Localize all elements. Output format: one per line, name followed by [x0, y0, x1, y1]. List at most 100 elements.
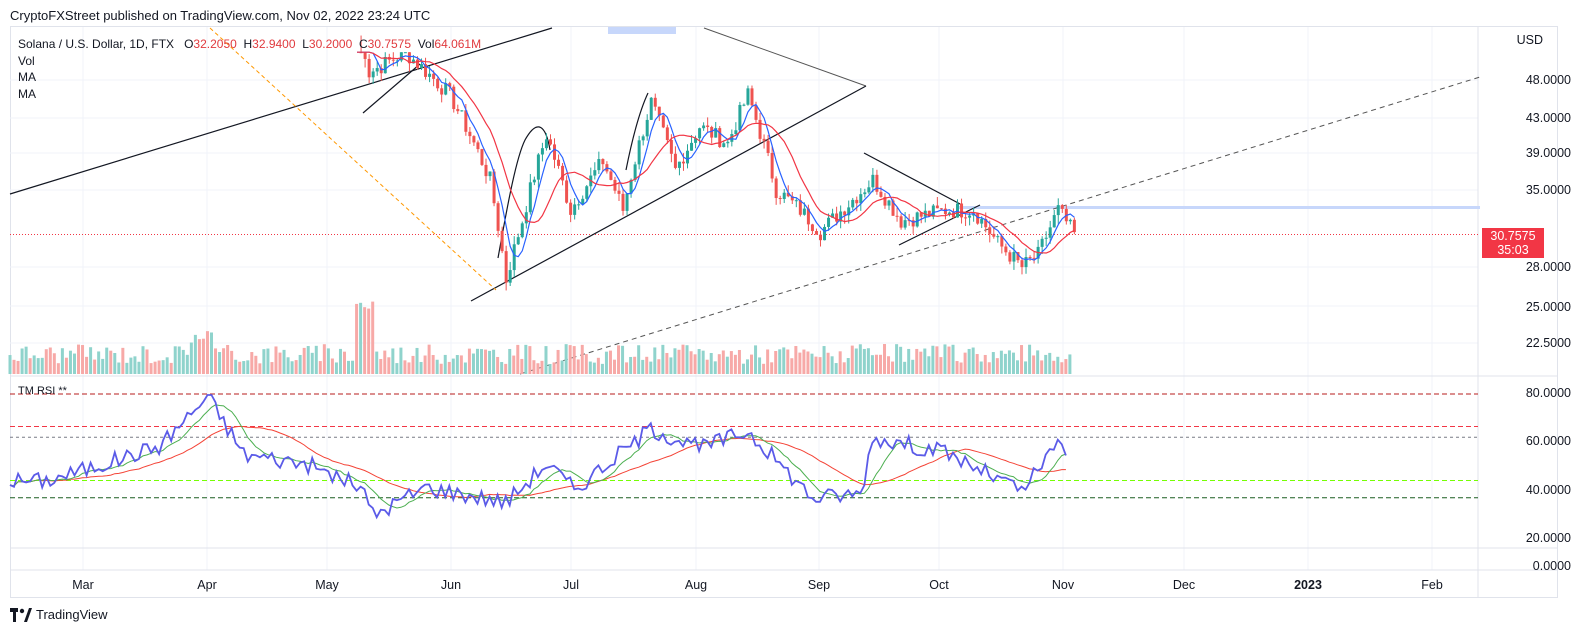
- volume-bar: [226, 344, 230, 374]
- volume-bar: [145, 349, 149, 374]
- volume-bar: [802, 349, 806, 374]
- candle-body: [548, 139, 552, 145]
- candle-body: [758, 119, 762, 139]
- volume-bar: [133, 356, 137, 374]
- candle-body: [947, 212, 951, 215]
- volume-bar: [548, 363, 552, 374]
- candle-body: [1040, 238, 1044, 247]
- volume-bar: [238, 361, 242, 374]
- volume-bar: [447, 361, 451, 374]
- candle-body: [395, 60, 399, 62]
- candle-body: [440, 88, 444, 95]
- volume-bar: [157, 360, 161, 374]
- candle-body: [976, 213, 980, 224]
- volume-bar: [258, 363, 262, 374]
- volume-bar: [927, 356, 931, 374]
- volume-bar: [214, 348, 218, 374]
- legend-row-ma-2[interactable]: MA: [18, 86, 36, 101]
- volume-bar: [334, 362, 338, 374]
- volume-bar: [508, 348, 512, 374]
- candle-body: [363, 52, 367, 59]
- candle-body: [698, 128, 702, 139]
- volume-bar: [967, 348, 971, 374]
- volume-bar: [673, 348, 677, 374]
- volume-bar: [870, 355, 874, 374]
- time-tick: Nov: [1051, 578, 1075, 592]
- candle-body: [573, 204, 577, 215]
- legend-symbol: Solana / U.S. Dollar, 1D, FTX: [18, 37, 175, 51]
- volume-bar: [205, 331, 209, 374]
- volume-bar: [963, 352, 967, 374]
- volume-bar: [697, 349, 701, 374]
- volume-bar: [584, 354, 588, 374]
- legend-row-vol[interactable]: Vol: [18, 53, 35, 68]
- candle-body: [532, 179, 536, 183]
- volume-bar: [387, 357, 391, 374]
- volume-bar: [109, 350, 113, 374]
- volume-bar: [492, 349, 496, 374]
- volume-bar: [149, 363, 153, 374]
- candle-body: [766, 140, 770, 153]
- rsi-ma-green-line: [9, 404, 1067, 509]
- legend-o-value: 32.2050: [193, 37, 237, 51]
- volume-bar: [1068, 354, 1072, 374]
- volume-bar: [129, 357, 133, 374]
- volume-bar: [1007, 350, 1011, 374]
- candle-body: [686, 150, 689, 164]
- candle-body: [403, 52, 407, 54]
- legend-row-ma-1[interactable]: MA: [18, 70, 36, 84]
- candle-body: [1032, 257, 1036, 259]
- volume-bar: [81, 345, 85, 374]
- volume-bar: [943, 344, 947, 374]
- candle-body: [452, 86, 456, 110]
- resistance-zone: [958, 206, 1480, 209]
- volume-bar: [391, 348, 395, 374]
- volume-bar: [415, 347, 419, 374]
- volume-bar: [560, 360, 564, 374]
- curve-drawing: [497, 126, 551, 259]
- volume-bar: [411, 355, 415, 374]
- candle-body: [984, 219, 988, 228]
- volume-bar: [669, 357, 673, 374]
- volume-bar: [524, 344, 528, 374]
- volume-bar: [733, 354, 737, 374]
- volume-bar: [137, 361, 141, 374]
- candle-body: [1028, 257, 1032, 259]
- volume-bar: [48, 347, 52, 374]
- candle-body: [448, 83, 452, 87]
- volume-bar: [363, 307, 367, 374]
- candle-body: [919, 212, 923, 217]
- candle-body: [702, 125, 706, 129]
- volume-bar: [955, 361, 959, 374]
- volume-bar: [1036, 350, 1040, 374]
- volume-bar: [866, 348, 870, 374]
- footer-branding[interactable]: TradingView: [10, 607, 108, 622]
- volume-bar: [439, 363, 443, 374]
- current-price-value: 30.7575: [1490, 229, 1536, 243]
- volume-bar: [234, 359, 238, 374]
- volume-bar: [282, 349, 286, 374]
- volume-bar: [935, 346, 939, 374]
- candle-body: [677, 161, 681, 168]
- candle-body: [988, 227, 992, 234]
- candle-body: [806, 208, 810, 225]
- rsi-label[interactable]: TM RSI **: [18, 385, 67, 397]
- volume-bar: [286, 357, 290, 374]
- candle-body: [1008, 252, 1012, 262]
- time-tick: Aug: [684, 578, 708, 592]
- candle-body: [480, 149, 484, 165]
- ma-slow-line: [357, 51, 1075, 254]
- candle-body: [738, 104, 742, 131]
- volume-bar: [814, 356, 818, 374]
- volume-bar: [556, 349, 560, 374]
- volume-bar: [500, 362, 504, 374]
- rsi-tick: 0.0000: [1532, 559, 1571, 573]
- volume-bar: [60, 348, 64, 374]
- candle-body: [774, 178, 778, 198]
- chart-frame[interactable]: [10, 26, 1558, 598]
- volume-bar: [891, 361, 895, 374]
- volume-bar: [266, 348, 270, 374]
- volume-bar: [754, 345, 758, 374]
- candle-body: [839, 211, 843, 222]
